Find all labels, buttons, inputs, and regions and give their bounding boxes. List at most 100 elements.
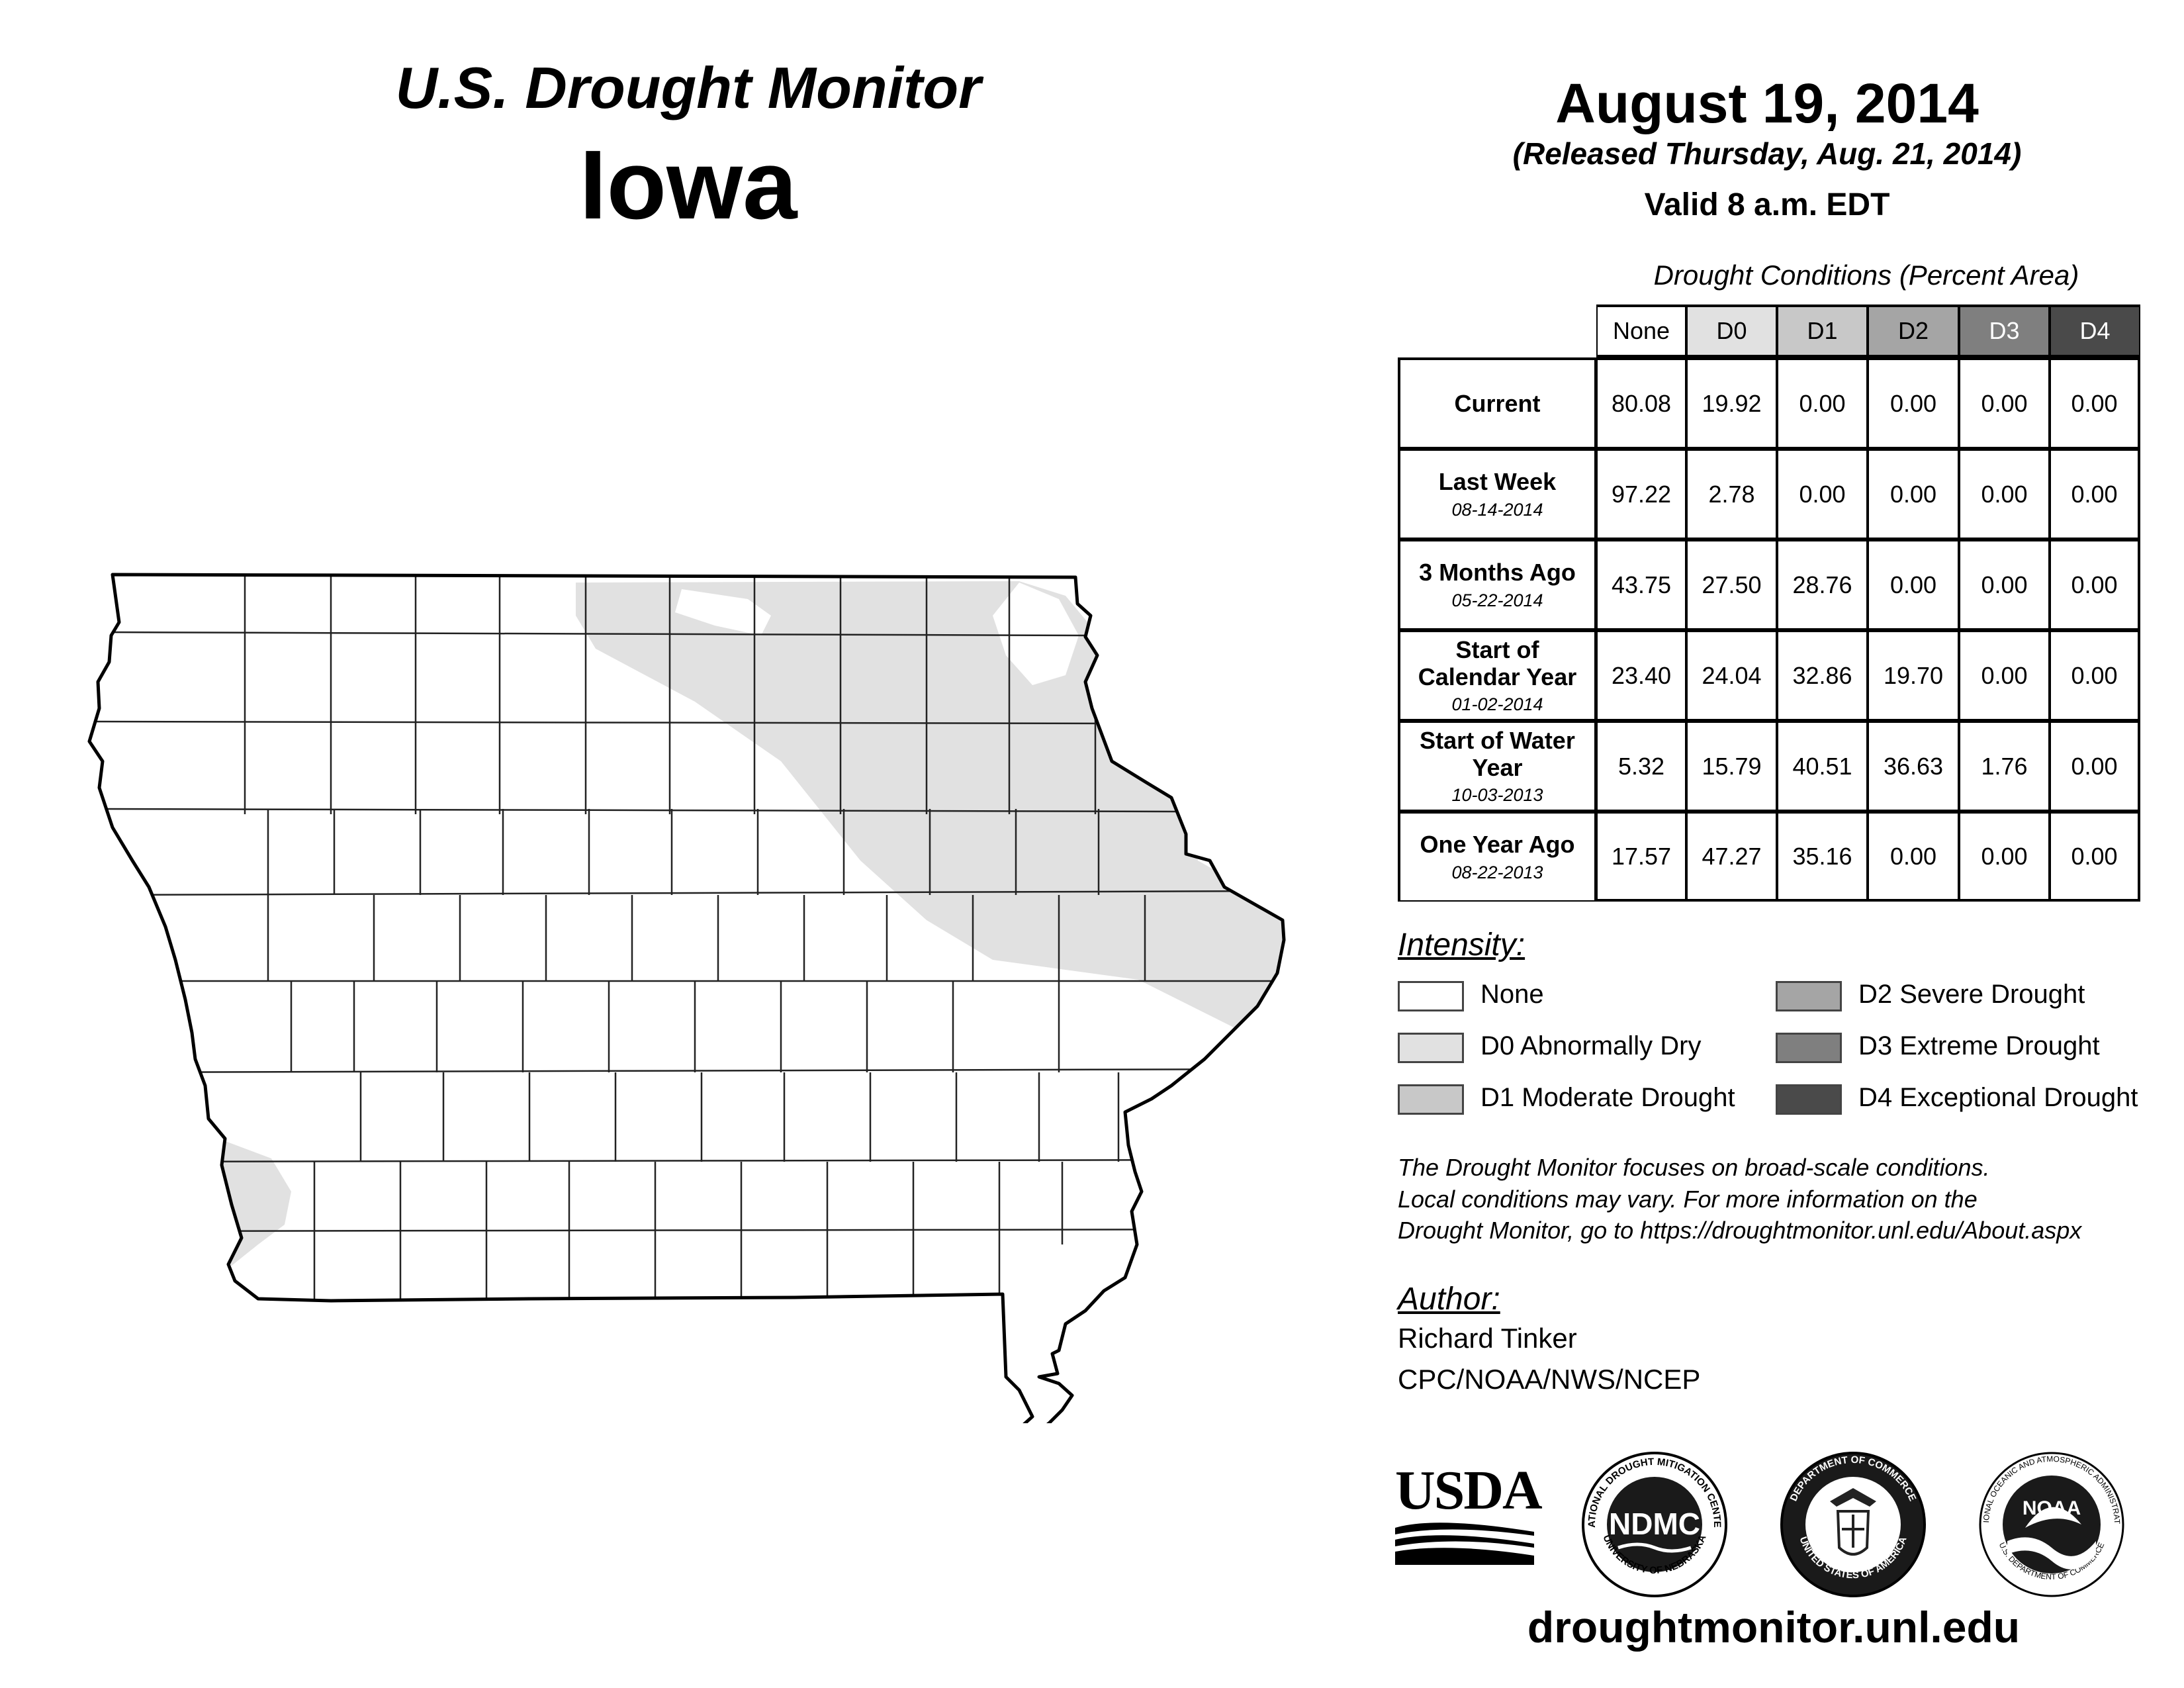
cell-d3: 1.76	[1959, 720, 2050, 811]
row-label-2: 3 Months Ago 05-22-2014	[1398, 539, 1596, 630]
iowa-state-outline	[87, 573, 1286, 1423]
row-label-date: 01-02-2014	[1451, 694, 1543, 715]
row-label-text: One Year Ago	[1420, 831, 1575, 859]
cell-d1: 28.76	[1777, 539, 1868, 630]
cell-d4: 0.00	[2050, 539, 2140, 630]
d0-region-northeast	[576, 581, 1284, 1059]
county-borders	[92, 575, 1284, 1301]
cell-d2: 36.63	[1868, 720, 1959, 811]
legend-label-2: D1 Moderate Drought	[1480, 1083, 1735, 1112]
cell-d4: 0.00	[2050, 448, 2140, 539]
intensity-heading: Intensity:	[1398, 927, 1525, 962]
cell-none: 80.08	[1596, 357, 1686, 448]
usda-logo: USDA	[1395, 1460, 1543, 1565]
cell-d4: 0.00	[2050, 811, 2140, 902]
cell-none: 5.32	[1596, 720, 1686, 811]
usda-logo-text: USDA	[1395, 1460, 1543, 1521]
column-header-d2: D2	[1868, 305, 1959, 357]
cell-d2: 0.00	[1868, 539, 1959, 630]
cell-d1: 0.00	[1777, 357, 1868, 448]
note-line-3: Drought Monitor, go to https://droughtmo…	[1398, 1217, 2082, 1244]
cell-d0: 24.04	[1686, 630, 1777, 720]
legend-swatch-5	[1776, 1084, 1842, 1115]
legend-label-0: None	[1480, 980, 1544, 1009]
legend-swatch-4	[1776, 1033, 1842, 1063]
cell-d3: 0.00	[1959, 448, 2050, 539]
cell-d2: 19.70	[1868, 630, 1959, 720]
legend-swatch-2	[1398, 1084, 1464, 1115]
cell-d0: 15.79	[1686, 720, 1777, 811]
doc-seal-logo: DEPARTMENT OF COMMERCE UNITED STATES OF …	[1780, 1452, 1926, 1597]
map-date: August 19, 2014	[1555, 72, 1979, 134]
cell-d2: 0.00	[1868, 448, 1959, 539]
cell-d3: 0.00	[1959, 357, 2050, 448]
table-caption: Drought Conditions (Percent Area)	[1653, 259, 2079, 291]
column-header-d0: D0	[1686, 305, 1777, 357]
cell-d0: 2.78	[1686, 448, 1777, 539]
row-label-date: 08-22-2013	[1451, 862, 1543, 882]
d0-region-hole-north	[675, 589, 771, 635]
cell-d0: 19.92	[1686, 357, 1777, 448]
iowa-drought-map	[87, 573, 1286, 1423]
cell-d4: 0.00	[2050, 357, 2140, 448]
row-label-text: Start of Water Year	[1420, 726, 1575, 781]
ndmc-logo-text: NDMC	[1609, 1507, 1700, 1541]
row-label-4: Start of Water Year 10-03-2013	[1398, 720, 1596, 811]
column-header-d4: D4	[2050, 305, 2140, 357]
cell-d0: 47.27	[1686, 811, 1777, 902]
valid-time: Valid 8 a.m. EDT	[1644, 187, 1890, 222]
legend-swatch-3	[1776, 981, 1842, 1011]
noaa-logo: NATIONAL OCEANIC AND ATMOSPHERIC ADMINIS…	[1976, 1448, 2124, 1597]
row-label-date: 10-03-2013	[1451, 785, 1543, 806]
column-header-d3: D3	[1959, 305, 2050, 357]
cell-d1: 40.51	[1777, 720, 1868, 811]
monitor-note: The Drought Monitor focuses on broad-sca…	[1398, 1152, 2165, 1246]
row-label-text: Start of Calendar Year	[1418, 635, 1577, 690]
state-name: Iowa	[579, 130, 797, 240]
cell-none: 23.40	[1596, 630, 1686, 720]
row-label-3: Start of Calendar Year 01-02-2014	[1398, 630, 1596, 720]
author-heading: Author:	[1398, 1282, 1500, 1317]
cell-d4: 0.00	[2050, 720, 2140, 811]
row-label-1: Last Week 08-14-2014	[1398, 448, 1596, 539]
cell-d1: 32.86	[1777, 630, 1868, 720]
legend-label-1: D0 Abnormally Dry	[1480, 1031, 1702, 1060]
column-header-d1: D1	[1777, 305, 1868, 357]
d0-region-hole-northeast	[993, 583, 1079, 685]
legend-swatch-1	[1398, 1033, 1464, 1063]
row-label-text: 3 Months Ago	[1419, 559, 1576, 586]
legend-label-5: D4 Exceptional Drought	[1858, 1083, 2138, 1112]
cell-d1: 35.16	[1777, 811, 1868, 902]
row-label-0: Current	[1398, 357, 1596, 448]
cell-d4: 0.00	[2050, 630, 2140, 720]
note-line-1: The Drought Monitor focuses on broad-sca…	[1398, 1154, 1990, 1181]
release-date: (Released Thursday, Aug. 21, 2014)	[1512, 136, 2022, 171]
cell-d3: 0.00	[1959, 811, 2050, 902]
legend-label-4: D3 Extreme Drought	[1858, 1031, 2100, 1060]
row-label-date: 08-14-2014	[1451, 499, 1543, 520]
cell-d2: 0.00	[1868, 811, 1959, 902]
map-title: U.S. Drought Monitor	[395, 55, 981, 120]
cell-none: 43.75	[1596, 539, 1686, 630]
cell-d2: 0.00	[1868, 357, 1959, 448]
ndmc-logo: NATIONAL DROUGHT MITIGATION CENTER UNIVE…	[1578, 1448, 1727, 1597]
cell-d3: 0.00	[1959, 539, 2050, 630]
cell-d1: 0.00	[1777, 448, 1868, 539]
cell-d3: 0.00	[1959, 630, 2050, 720]
legend-swatch-0	[1398, 981, 1464, 1011]
author-org: CPC/NOAA/NWS/NCEP	[1398, 1364, 1701, 1395]
row-label-text: Last Week	[1438, 468, 1557, 496]
cell-d0: 27.50	[1686, 539, 1777, 630]
website-url[interactable]: droughtmonitor.unl.edu	[1527, 1603, 2021, 1652]
legend-label-3: D2 Severe Drought	[1858, 980, 2085, 1009]
column-header-none: None	[1596, 305, 1686, 357]
note-line-2: Local conditions may vary. For more info…	[1398, 1185, 1978, 1213]
row-label-5: One Year Ago 08-22-2013	[1398, 811, 1596, 902]
row-label-text: Current	[1454, 389, 1541, 417]
usda-logo-hills	[1395, 1523, 1534, 1565]
row-label-date: 05-22-2014	[1451, 590, 1543, 610]
noaa-logo-text: NOAA	[2023, 1497, 2081, 1519]
cell-none: 17.57	[1596, 811, 1686, 902]
author-name: Richard Tinker	[1398, 1323, 1577, 1354]
cell-none: 97.22	[1596, 448, 1686, 539]
